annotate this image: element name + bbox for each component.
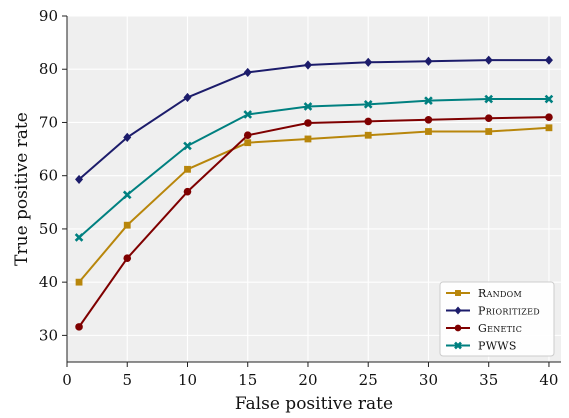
legend-label-prioritized: Prioritized [478, 305, 540, 318]
data-point-genetic [545, 113, 553, 121]
data-point-random [304, 135, 312, 143]
tick-labels: 0 5 10 15 20 25 30 35 40 30 40 50 60 70 80 90 [39, 7, 559, 389]
series-prioritized [75, 55, 553, 185]
legend-marker-pwws [454, 341, 462, 350]
data-point-prioritized [544, 55, 553, 65]
data-point-genetic [484, 114, 493, 123]
data-point-genetic [183, 187, 192, 196]
data-point-random [485, 128, 493, 135]
y-tick-label: 90 [39, 7, 58, 25]
x-tick-label: 40 [539, 371, 558, 389]
legend-marker-random [455, 290, 461, 296]
data-point-pwws [183, 141, 192, 151]
y-tick-label: 30 [39, 326, 58, 344]
y-tick-label: 40 [39, 273, 58, 291]
data-point-prioritized [123, 132, 132, 142]
legend: Random Prioritized Genetic PWWS [439, 281, 555, 357]
data-point-random [123, 221, 131, 229]
series-genetic [75, 113, 553, 331]
data-point-random [75, 278, 83, 286]
data-point-prioritized [75, 174, 84, 185]
series-random [75, 124, 553, 286]
data-point-prioritized [364, 57, 373, 67]
x-tick-label: 30 [419, 371, 438, 389]
data-point-pwws [424, 96, 433, 105]
axes [62, 15, 561, 367]
legend-marker-genetic [454, 324, 462, 332]
data-point-pwws [122, 190, 132, 200]
x-tick-label: 10 [178, 371, 197, 389]
data-point-prioritized [303, 60, 312, 70]
data-point-pwws [74, 233, 84, 242]
data-point-random [425, 128, 432, 135]
data-point-genetic [243, 131, 252, 140]
data-point-prioritized [484, 55, 493, 65]
data-point-genetic [75, 323, 83, 331]
data-point-genetic [364, 117, 373, 126]
x-tick-label: 25 [359, 371, 378, 389]
x-axis-label: False positive rate [235, 394, 393, 414]
y-tick-label: 70 [39, 113, 58, 131]
x-tick-label: 5 [122, 371, 132, 389]
x-tick-label: 15 [238, 371, 257, 389]
data-point-genetic [424, 116, 433, 124]
legend-label-genetic: Genetic [478, 322, 522, 335]
y-tick-label: 50 [39, 220, 58, 238]
data-point-pwws [484, 94, 494, 104]
legend-item-prioritized: Prioritized [446, 305, 540, 318]
y-tick-label: 80 [39, 60, 58, 78]
x-tick-label: 0 [62, 371, 72, 389]
legend-marker-prioritized [454, 306, 462, 315]
data-point-prioritized [243, 67, 252, 78]
series-pwws [74, 94, 554, 242]
x-tick-label: 35 [479, 371, 498, 389]
data-point-prioritized [424, 56, 433, 66]
series-layer [74, 55, 554, 331]
data-point-random [364, 131, 372, 139]
data-point-pwws [544, 94, 554, 104]
legend-label-pwws: PWWS [478, 340, 517, 353]
data-point-genetic [123, 254, 132, 262]
y-tick-label: 60 [39, 167, 58, 185]
data-point-random [244, 139, 252, 147]
data-point-pwws [303, 102, 313, 111]
data-point-prioritized [183, 92, 192, 103]
legend-label-random: Random [478, 287, 522, 300]
legend-box [439, 281, 555, 357]
data-point-genetic [304, 119, 312, 127]
data-point-random [545, 124, 553, 132]
x-tick-label: 20 [298, 371, 317, 389]
y-axis-label: True positive rate [12, 112, 32, 266]
legend-item-random: Random [446, 287, 522, 300]
legend-item-pwws: PWWS [446, 340, 517, 353]
data-point-random [184, 165, 191, 173]
data-point-pwws [243, 110, 253, 119]
legend-item-genetic: Genetic [446, 322, 522, 335]
data-point-pwws [363, 100, 373, 109]
